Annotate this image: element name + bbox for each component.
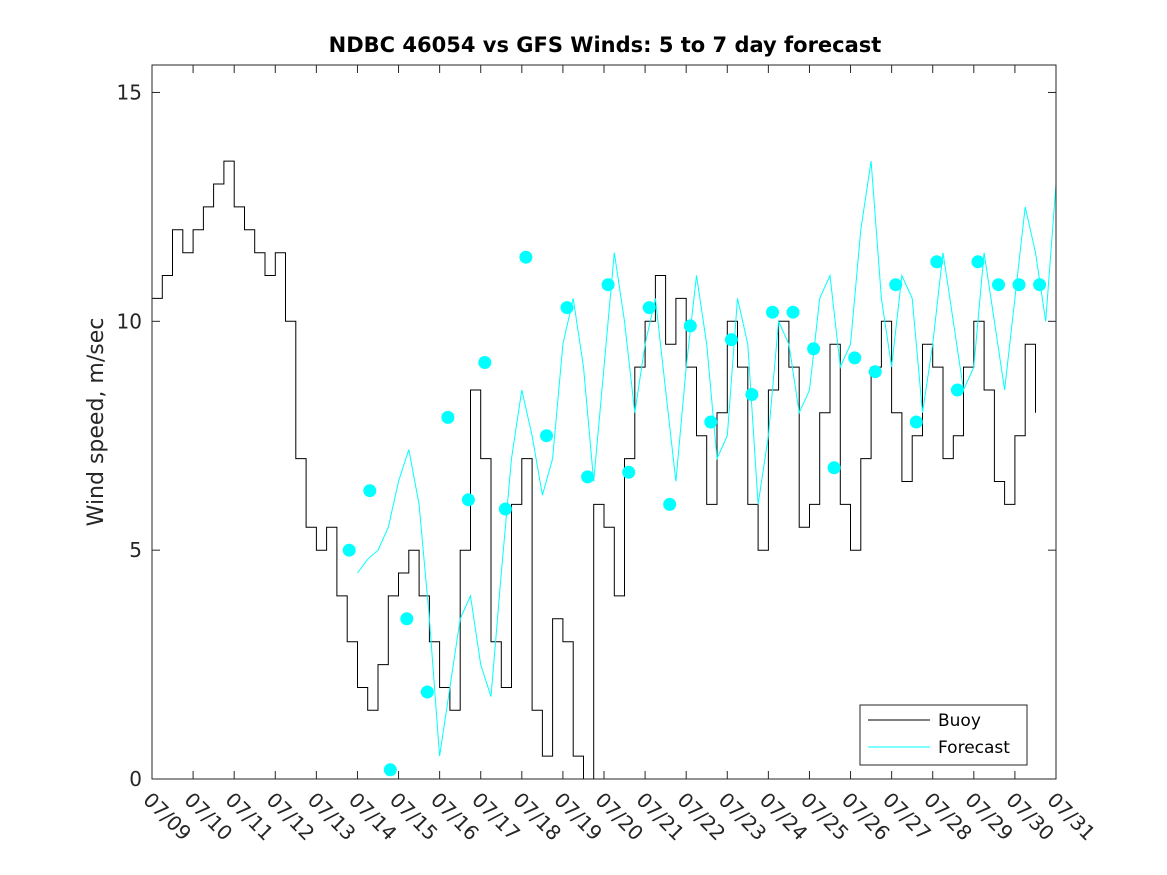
forecast-marker [400, 612, 414, 626]
y-tick-label: 0 [129, 767, 142, 791]
forecast-marker [560, 301, 574, 315]
axes-box [151, 64, 1057, 780]
forecast-marker [848, 351, 862, 365]
y-tick-label: 5 [129, 538, 142, 562]
legend-label-forecast: Forecast [938, 738, 1010, 758]
legend: Buoy Forecast [859, 704, 1028, 766]
forecast-marker [420, 685, 434, 699]
forecast-marker [663, 497, 677, 511]
forecast-marker [930, 255, 944, 269]
forecast-marker [383, 763, 397, 777]
legend-box [859, 704, 1028, 766]
forecast-marker [827, 461, 841, 475]
forecast-marker [704, 415, 718, 429]
forecast-marker [642, 301, 656, 315]
forecast-marker [786, 305, 800, 319]
forecast-marker [540, 429, 553, 443]
forecast-marker [519, 250, 533, 264]
forecast-marker [342, 543, 356, 557]
forecast-marker [868, 365, 882, 379]
series-layer [152, 160, 1057, 780]
forecast-marker [889, 278, 903, 292]
forecast-marker [992, 278, 1005, 292]
series-line-buoy [152, 160, 1036, 780]
forecast-marker [745, 388, 759, 401]
forecast-marker [441, 410, 455, 424]
forecast-marker [478, 356, 492, 369]
forecast-marker [807, 342, 821, 356]
forecast-marker [461, 493, 475, 507]
forecast-marker [909, 415, 923, 429]
plot-area [152, 65, 1056, 779]
forecast-marker [950, 383, 964, 397]
forecast-marker [601, 278, 615, 292]
chart-title: NDBC 46054 vs GFS Winds: 5 to 7 day fore… [329, 33, 882, 57]
y-axis-label: Wind speed, m/sec [84, 318, 109, 527]
y-tick-label: 10 [117, 309, 142, 333]
forecast-marker [581, 470, 595, 484]
forecast-marker [724, 333, 738, 347]
forecast-marker [363, 484, 377, 498]
forecast-marker [971, 255, 985, 269]
forecast-marker [1033, 278, 1047, 292]
series-line-forecast [357, 161, 1057, 757]
forecast-marker [622, 465, 636, 479]
legend-label-buoy: Buoy [938, 711, 981, 731]
forecast-marker [766, 305, 779, 319]
forecast-marker [498, 502, 512, 516]
forecast-marker [683, 319, 697, 333]
forecast-marker [1012, 278, 1026, 292]
y-tick-label: 15 [117, 80, 142, 104]
